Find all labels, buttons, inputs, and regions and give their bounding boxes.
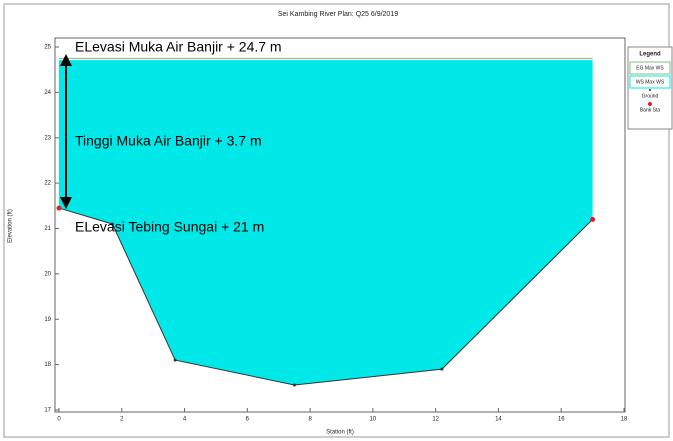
y-tick-label: 19 — [44, 317, 51, 323]
annotations: ELevasi Muka Air Banjir + 24.7 m Tinggi … — [60, 39, 282, 235]
legend-label: EG Max WS — [636, 65, 664, 71]
legend-title: Legend — [639, 52, 661, 58]
legend-marker — [649, 89, 651, 91]
x-tick-label: 14 — [495, 417, 502, 423]
ground-line — [58, 207, 593, 386]
x-tick-label: 0 — [57, 417, 61, 423]
plot-area — [56, 57, 596, 387]
bank-station — [590, 216, 596, 222]
ground-point — [440, 367, 444, 371]
y-axis-label: Elevation (ft) — [8, 209, 14, 243]
arrow-head — [60, 197, 72, 209]
y-tick-label: 17 — [44, 408, 51, 414]
ground-point — [292, 383, 296, 387]
y-tick-label: 22 — [44, 181, 51, 187]
water-area — [59, 60, 593, 386]
y-tick-label: 18 — [44, 362, 51, 368]
bank-station — [56, 205, 62, 211]
y-tick-label: 23 — [44, 135, 51, 141]
chart-title: Sei Kambing River Plan: Q25 6/9/2019 — [278, 11, 398, 18]
x-tick-label: 10 — [370, 417, 377, 423]
x-tick-label: 4 — [183, 417, 187, 423]
legend-label: WS Max WS — [636, 79, 665, 85]
legend-swatch — [629, 61, 671, 75]
annotation: ELevasi Muka Air Banjir + 24.7 m — [75, 39, 282, 55]
arrow-head — [60, 54, 72, 66]
y-tick-label: 20 — [44, 271, 51, 277]
y-tick-label: 25 — [44, 45, 51, 51]
x-tick-label: 8 — [308, 417, 312, 423]
ground-point — [110, 222, 114, 226]
ground-point — [173, 358, 177, 362]
x-tick-label: 12 — [432, 417, 439, 423]
legend-swatch — [629, 75, 671, 89]
y-tick-label: 21 — [44, 226, 51, 232]
plot-frame — [54, 37, 626, 413]
window-frame — [3, 3, 670, 438]
legend-label: Ground — [642, 93, 659, 99]
annotation: Tinggi Muka Air Banjir + 3.7 m — [75, 133, 262, 149]
legend-label: Bank Sta — [640, 107, 661, 113]
y-tick-label: 24 — [44, 90, 51, 96]
legend-marker — [648, 102, 652, 106]
x-axis-label: Station (ft) — [326, 430, 354, 436]
annotation: ELevasi Tebing Sungai + 21 m — [75, 219, 264, 235]
x-tick-label: 18 — [621, 417, 628, 423]
x-tick-label: 6 — [246, 417, 250, 423]
x-tick-label: 16 — [558, 417, 565, 423]
x-tick-label: 2 — [120, 417, 124, 423]
